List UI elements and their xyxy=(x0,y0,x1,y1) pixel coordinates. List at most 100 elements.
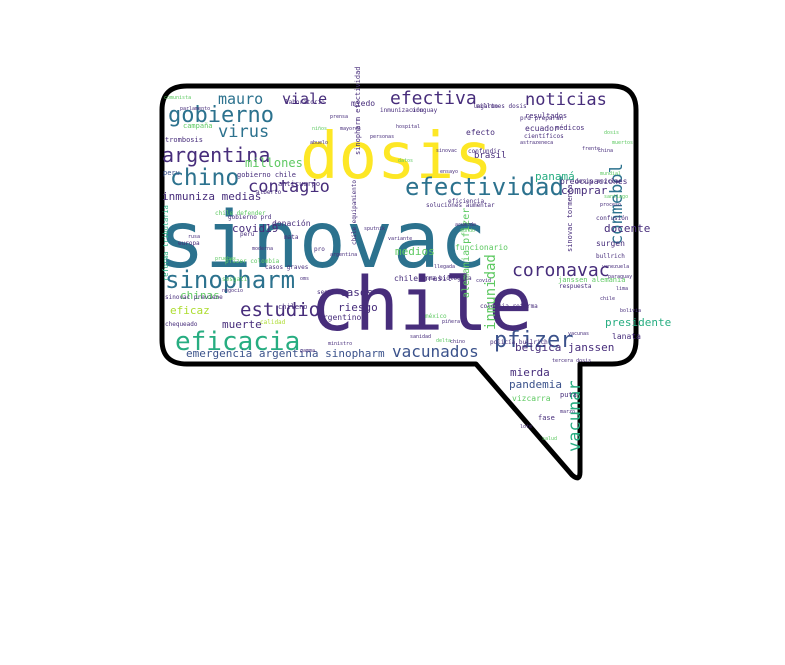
cloud-word: preocupaciones xyxy=(560,177,628,186)
cloud-word: chile xyxy=(600,296,615,302)
cloud-word: panamá xyxy=(535,170,575,183)
cloud-word: chile defender xyxy=(215,210,266,217)
cloud-words: sinovacchiledosisefectividadsinopharmefi… xyxy=(158,66,671,452)
cloud-word: pruebas xyxy=(215,256,236,262)
cloud-word: inmunidad xyxy=(483,254,499,330)
cloud-word: datos xyxy=(398,158,413,164)
cloud-word: trombosis xyxy=(165,136,203,144)
cloud-word: vacunar xyxy=(565,380,585,452)
cloud-word: lima xyxy=(616,286,628,292)
cloud-word: peru xyxy=(240,231,255,238)
cloud-word: argentina xyxy=(162,143,270,167)
cloud-word: sanidad xyxy=(410,334,431,340)
cloud-word: muertos xyxy=(612,140,633,146)
cloud-word: donación xyxy=(272,218,311,228)
cloud-word: surgen xyxy=(596,239,625,248)
cloud-word: funcionario xyxy=(455,243,508,252)
cloud-word: gobierno prd xyxy=(228,214,272,221)
cloud-word: eficiencia xyxy=(448,198,485,205)
cloud-word: docente xyxy=(604,222,650,235)
cloud-word: conmebol xyxy=(607,163,627,245)
cloud-word: llegada xyxy=(434,264,455,270)
cloud-word: lote xyxy=(520,424,532,430)
cloud-word: alemania pfizer xyxy=(461,208,472,298)
cloud-word: méxico xyxy=(425,313,447,320)
cloud-word: dosis mezclar xyxy=(575,178,622,185)
cloud-word: chinas xyxy=(180,289,220,302)
cloud-word: laboratorio xyxy=(285,99,325,106)
cloud-word: tercera dosis xyxy=(552,358,591,364)
cloud-word: científicos xyxy=(524,133,564,140)
cloud-word: mundial xyxy=(600,171,621,177)
speech-bubble-outline xyxy=(159,83,639,481)
cloud-word: sinovac xyxy=(158,196,487,286)
cloud-word: campaña xyxy=(183,122,213,130)
cloud-word: virus xyxy=(218,122,269,142)
cloud-word: piñera xyxy=(442,319,460,325)
cloud-word: policía bullrich xyxy=(490,339,548,346)
cloud-word: hospital xyxy=(396,124,420,130)
cloud-word: variante xyxy=(388,236,412,242)
cloud-word: colombia reforma xyxy=(480,303,538,310)
cloud-word: ecuador xyxy=(525,124,559,133)
cloud-word: mauro xyxy=(218,90,263,108)
cloud-word: chile brasil xyxy=(394,274,452,283)
cloud-word: medios xyxy=(395,245,435,258)
cloud-word: pfizer xyxy=(494,328,573,353)
cloud-word: astrazeneca xyxy=(520,140,553,146)
cloud-word: mata xyxy=(284,234,299,241)
cloud-word: millones xyxy=(245,156,303,170)
cloud-word: prd preparan xyxy=(520,115,564,122)
cloud-word: alberto xyxy=(256,189,282,196)
cloud-word: peru xyxy=(163,169,180,177)
cloud-word: inmuniza medias xyxy=(162,190,261,203)
cloud-word: calidad xyxy=(260,319,286,326)
cloud-word: ministro xyxy=(328,341,352,347)
cloud-word: vacunas xyxy=(568,331,589,337)
cloud-word: eficaz xyxy=(170,304,210,317)
cloud-word: sosgati xyxy=(222,276,248,283)
cloud-word: argentina xyxy=(330,252,357,258)
cloud-word: ensayo xyxy=(440,169,458,175)
cloud-word: comprar xyxy=(561,184,608,197)
cloud-word: pro xyxy=(314,246,325,253)
cloud-word: gobierno xyxy=(168,103,274,128)
cloud-word: brasil xyxy=(474,151,507,161)
cloud-word: presidente xyxy=(605,316,671,329)
cloud-word: covid19 xyxy=(232,222,278,235)
cloud-word: acuerdo xyxy=(455,222,476,228)
cloud-word: contagio xyxy=(248,177,330,197)
cloud-word: gobierno chile xyxy=(237,171,296,179)
cloud-word: confusión xyxy=(596,215,629,222)
cloud-word: confundir xyxy=(468,148,501,155)
cloud-word: estudio xyxy=(240,299,320,321)
cloud-word: fase xyxy=(538,414,555,422)
cloud-word: chino xyxy=(450,339,465,345)
cloud-word: uruguay xyxy=(412,107,438,114)
cloud-word: chile xyxy=(310,262,533,348)
cloud-word: argentino xyxy=(318,313,362,322)
cloud-word: reforma tributaria xyxy=(162,205,170,281)
cloud-word: venezuela xyxy=(602,264,629,270)
cloud-word: vizcarra xyxy=(512,394,551,403)
cloud-word: sinopharm xyxy=(165,266,295,294)
cloud-word: inmunización xyxy=(380,107,424,114)
cloud-word: efectividad xyxy=(405,173,564,201)
cloud-word: lanata xyxy=(612,332,641,341)
cloud-word: bullrich xyxy=(596,253,625,260)
cloud-word: mundo xyxy=(460,228,475,234)
cloud-word: oms xyxy=(300,276,309,282)
cloud-word: miedo xyxy=(351,99,375,108)
cloud-word: china xyxy=(598,148,613,154)
cloud-word: riesgo xyxy=(338,301,378,314)
cloud-word: noticias xyxy=(525,90,607,110)
cloud-word: rusa xyxy=(188,234,200,240)
cloud-word: muerte xyxy=(222,318,262,331)
cloud-word: moderna xyxy=(252,246,273,252)
cloud-word: delta xyxy=(436,338,451,344)
cloud-word: bélgica janssen xyxy=(515,341,614,354)
cloud-word: efecto xyxy=(466,128,495,137)
cloud-word: paraguay xyxy=(608,274,632,280)
cloud-word: casos graves xyxy=(265,264,309,271)
